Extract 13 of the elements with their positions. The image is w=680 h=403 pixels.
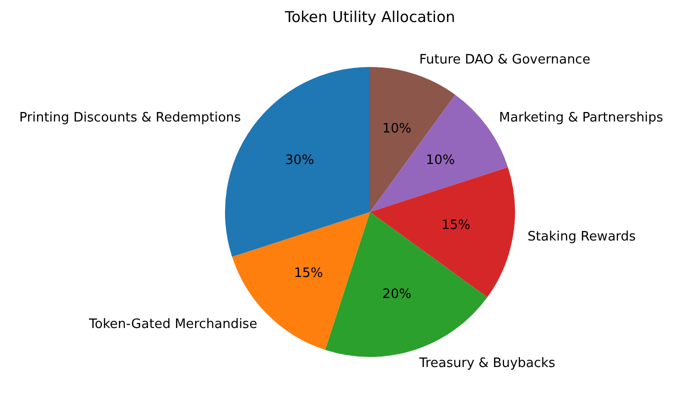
data-label: 15%: [294, 266, 323, 281]
data-label: 10%: [426, 153, 455, 168]
data-label: 30%: [285, 153, 314, 168]
slice-label: Printing Discounts & Redemptions: [19, 110, 242, 126]
slice-label: Token-Gated Merchandise: [88, 317, 258, 332]
data-label: 15%: [441, 218, 470, 233]
slice-label: Future DAO & Governance: [419, 52, 590, 68]
slice-label: Staking Rewards: [528, 229, 636, 244]
slice-label: Treasury & Buybacks: [418, 356, 556, 372]
data-label: 10%: [382, 122, 412, 137]
slice-label: Marketing & Partnerships: [499, 110, 664, 126]
data-label: 20%: [382, 287, 412, 302]
chart-title: Token Utility Allocation: [284, 8, 456, 26]
